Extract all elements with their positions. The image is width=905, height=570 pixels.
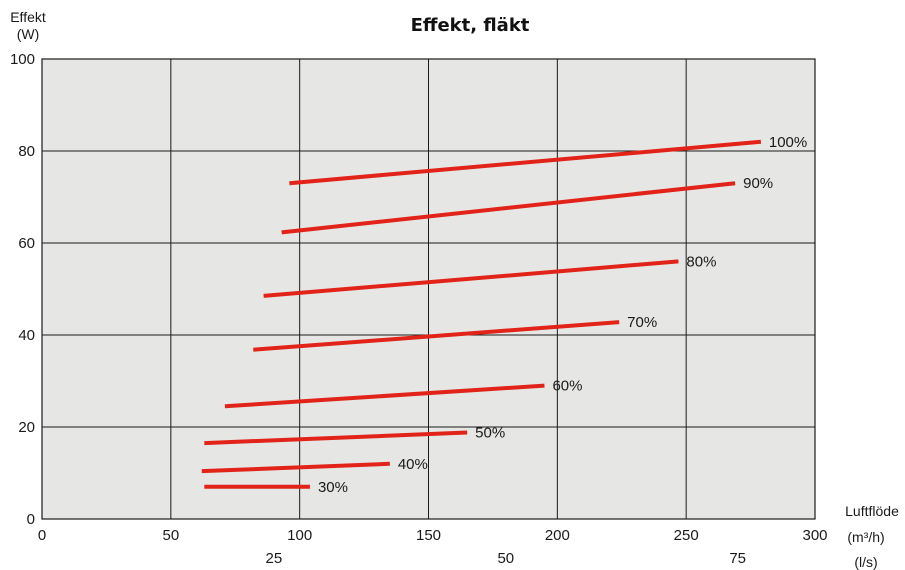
y-axis-label: Effekt bbox=[10, 9, 46, 25]
chart-title: Effekt, fläkt bbox=[411, 15, 530, 36]
x-tick-label: 300 bbox=[802, 527, 827, 544]
y-tick-label: 0 bbox=[27, 511, 35, 528]
series-lines bbox=[201, 139, 762, 489]
x-tick-label: 250 bbox=[674, 527, 699, 544]
secondary-x-tick-labels: 25 50 75 bbox=[266, 550, 746, 567]
y-tick-label: 20 bbox=[18, 419, 35, 436]
x-axis-label: Luftflöde bbox=[845, 503, 899, 519]
series-label: 40% bbox=[398, 456, 428, 473]
series-label: 50% bbox=[475, 425, 505, 442]
secondary-x-tick-label: 50 bbox=[497, 550, 514, 567]
series-line bbox=[204, 430, 468, 446]
y-tick-label: 60 bbox=[18, 235, 35, 252]
series-label: 60% bbox=[552, 378, 582, 395]
x-tick-labels: 0 50 100 150 200 250 300 bbox=[38, 527, 828, 544]
series-line bbox=[253, 320, 620, 352]
x-axis-unit-primary: (m³/h) bbox=[847, 529, 884, 545]
x-tick-label: 150 bbox=[416, 527, 441, 544]
y-tick-label: 80 bbox=[18, 143, 35, 160]
y-tick-label: 100 bbox=[10, 51, 35, 68]
secondary-x-tick-label: 25 bbox=[266, 550, 283, 567]
series-label: 30% bbox=[318, 479, 348, 496]
series-line bbox=[289, 139, 762, 186]
x-tick-label: 50 bbox=[162, 527, 179, 544]
series-label: 70% bbox=[627, 314, 657, 331]
secondary-x-tick-label: 75 bbox=[729, 550, 746, 567]
x-axis-unit-secondary: (l/s) bbox=[854, 554, 877, 570]
series-labels: 100% 90% 80% 70% 60% 50% 40% 30% bbox=[318, 134, 807, 496]
series-label: 80% bbox=[686, 253, 716, 270]
y-tick-label: 40 bbox=[18, 327, 35, 344]
series-label: 100% bbox=[769, 134, 807, 151]
y-axis-unit: (W) bbox=[17, 26, 40, 42]
y-tick-labels: 0 20 40 60 80 100 bbox=[10, 51, 35, 528]
series-line bbox=[224, 383, 545, 409]
series-line bbox=[263, 259, 679, 298]
series-line bbox=[201, 461, 390, 474]
series-label: 90% bbox=[743, 175, 773, 192]
x-tick-label: 200 bbox=[545, 527, 570, 544]
x-tick-label: 0 bbox=[38, 527, 46, 544]
series-line bbox=[281, 181, 736, 235]
x-tick-label: 100 bbox=[287, 527, 312, 544]
